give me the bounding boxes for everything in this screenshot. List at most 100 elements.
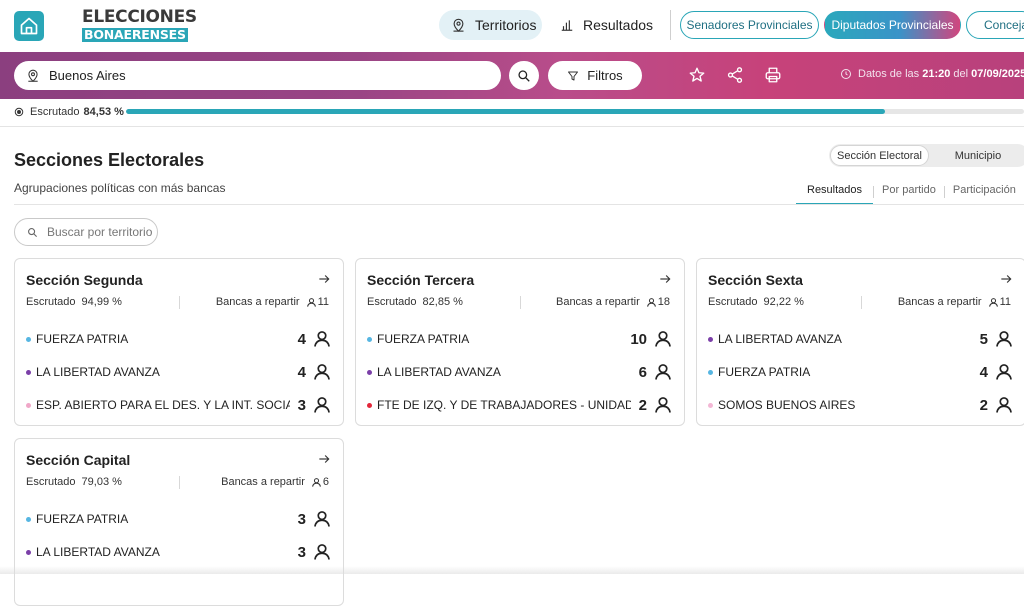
person-icon <box>306 297 317 308</box>
chamber-diputados[interactable]: Diputados Provinciales <box>824 11 961 39</box>
map-pin-icon <box>451 18 466 33</box>
party-row: SOMOS BUENOS AIRES 2 <box>708 394 1014 416</box>
person-icon <box>311 477 322 488</box>
person-icon <box>994 329 1014 349</box>
card-bancas: Bancas a repartir 11 <box>898 296 1011 308</box>
bar-chart-icon <box>560 18 574 32</box>
territory-search-input[interactable]: Buscar por territorio <box>14 218 158 246</box>
scrutiny-value: 84,53 % <box>83 106 124 118</box>
person-icon <box>312 395 332 415</box>
chamber-senadores-label: Senadores Provinciales <box>686 18 813 32</box>
arrow-right-icon[interactable] <box>999 272 1013 286</box>
party-row: FUERZA PATRIA 4 <box>708 361 1014 383</box>
person-icon <box>988 297 999 308</box>
chamber-concejales[interactable]: Concejales <box>966 11 1024 39</box>
last-update-info: Datos de las 21:20 del 07/09/2025 <box>840 68 1024 80</box>
search-button[interactable] <box>509 61 539 90</box>
card-escrutado-value: 79,03 % <box>81 476 122 488</box>
nav-resultados-label: Resultados <box>583 17 654 33</box>
target-icon <box>14 107 24 117</box>
card-title[interactable]: Sección Capital <box>26 452 131 468</box>
favorite-button[interactable] <box>688 66 706 84</box>
party-seats: 2 <box>638 396 647 414</box>
party-row: LA LIBERTAD AVANZA 5 <box>708 328 1014 350</box>
card-escrutado: Escrutado 92,22 % <box>708 296 804 308</box>
search-icon <box>518 69 530 82</box>
person-icon <box>653 329 673 349</box>
tabs-divider <box>14 204 1024 205</box>
share-button[interactable] <box>726 66 744 84</box>
nav-territorios-label: Territorios <box>475 17 537 33</box>
party-row: FUERZA PATRIA 4 <box>26 328 332 350</box>
site-logo[interactable]: ELECCIONES BONAERENSES <box>82 9 197 44</box>
arrow-right-icon[interactable] <box>317 452 331 466</box>
view-toggle: Sección Electoral Municipio <box>829 144 1024 167</box>
card-escrutado-label: Escrutado <box>367 296 417 308</box>
party-name: FUERZA PATRIA <box>377 332 470 346</box>
update-time: 21:20 <box>922 68 951 80</box>
person-icon <box>312 329 332 349</box>
chamber-concejales-label: Concejales <box>984 18 1024 32</box>
update-date: 07/09/2025 <box>971 68 1024 80</box>
card-divider <box>179 476 180 489</box>
filters-button[interactable]: Filtros <box>548 61 642 90</box>
party-color-dot <box>367 336 372 342</box>
print-button[interactable] <box>764 66 782 84</box>
section-card[interactable]: Sección Tercera Escrutado 82,85 % Bancas a … <box>355 258 685 426</box>
party-name: ESP. ABIERTO PARA EL DES. Y LA INT. SOCI… <box>36 398 290 412</box>
card-escrutado-value: 82,85 % <box>422 296 463 308</box>
scrutiny-progress: Escrutado 84,53 % <box>14 104 1024 120</box>
tab-participacion[interactable]: Participación <box>952 184 1016 196</box>
party-name: LA LIBERTAD AVANZA <box>36 365 160 379</box>
section-card[interactable]: Sección Segunda Escrutado 94,99 % Bancas a … <box>14 258 344 426</box>
section-card[interactable]: Sección Sexta Escrutado 92,22 % Bancas a re… <box>696 258 1024 426</box>
section-card[interactable]: Sección Capital Escrutado 79,03 % Bancas a … <box>14 438 344 606</box>
clock-icon <box>840 68 852 80</box>
toggle-seccion-electoral[interactable]: Sección Electoral <box>830 145 929 166</box>
nav-territorios[interactable]: Territorios <box>439 10 542 40</box>
location-search-input[interactable]: Buenos Aires <box>14 61 501 90</box>
nav-resultados[interactable]: Resultados <box>548 10 656 40</box>
party-name: FUERZA PATRIA <box>718 365 811 379</box>
card-bancas-value: 11 <box>317 296 329 308</box>
tab-divider <box>943 186 945 198</box>
party-color-dot <box>26 402 31 408</box>
party-seats: 4 <box>979 363 988 381</box>
party-row: LA LIBERTAD AVANZA 4 <box>26 361 332 383</box>
party-color-dot <box>708 336 713 342</box>
card-title[interactable]: Sección Tercera <box>367 272 475 288</box>
toggle-municipio[interactable]: Municipio <box>954 149 1002 162</box>
party-seats: 3 <box>297 510 306 528</box>
party-name: LA LIBERTAD AVANZA <box>377 365 501 379</box>
card-bancas: Bancas a repartir 6 <box>221 476 329 488</box>
party-color-dot <box>708 369 713 375</box>
tab-divider <box>873 186 875 198</box>
page-subtitle: Agrupaciones políticas con más bancas <box>14 181 226 195</box>
person-icon <box>653 362 673 382</box>
filters-label: Filtros <box>587 68 623 83</box>
card-bancas-label: Bancas a repartir <box>555 296 640 308</box>
card-bancas: Bancas a repartir 11 <box>216 296 329 308</box>
card-bancas-value: 6 <box>322 476 329 488</box>
card-title[interactable]: Sección Segunda <box>26 272 143 288</box>
card-escrutado-label: Escrutado <box>26 476 76 488</box>
card-title[interactable]: Sección Sexta <box>708 272 803 288</box>
party-name: FUERZA PATRIA <box>36 332 129 346</box>
party-seats: 3 <box>297 543 306 561</box>
party-seats: 4 <box>297 363 306 381</box>
location-pin-icon <box>26 69 40 83</box>
logo-line-1: ELECCIONES <box>82 7 197 27</box>
party-color-dot <box>26 549 31 555</box>
home-icon <box>20 17 38 35</box>
arrow-right-icon[interactable] <box>658 272 672 286</box>
tab-por-partido[interactable]: Por partido <box>882 184 936 196</box>
party-color-dot <box>708 402 713 408</box>
person-icon <box>994 362 1014 382</box>
card-bancas: Bancas a repartir 18 <box>556 296 670 308</box>
card-bancas-label: Bancas a repartir <box>897 296 982 308</box>
card-escrutado-value: 94,99 % <box>81 296 122 308</box>
tab-resultados[interactable]: Resultados <box>796 180 874 205</box>
home-button[interactable] <box>14 11 44 41</box>
arrow-right-icon[interactable] <box>317 272 331 286</box>
chamber-senadores[interactable]: Senadores Provinciales <box>680 11 819 39</box>
